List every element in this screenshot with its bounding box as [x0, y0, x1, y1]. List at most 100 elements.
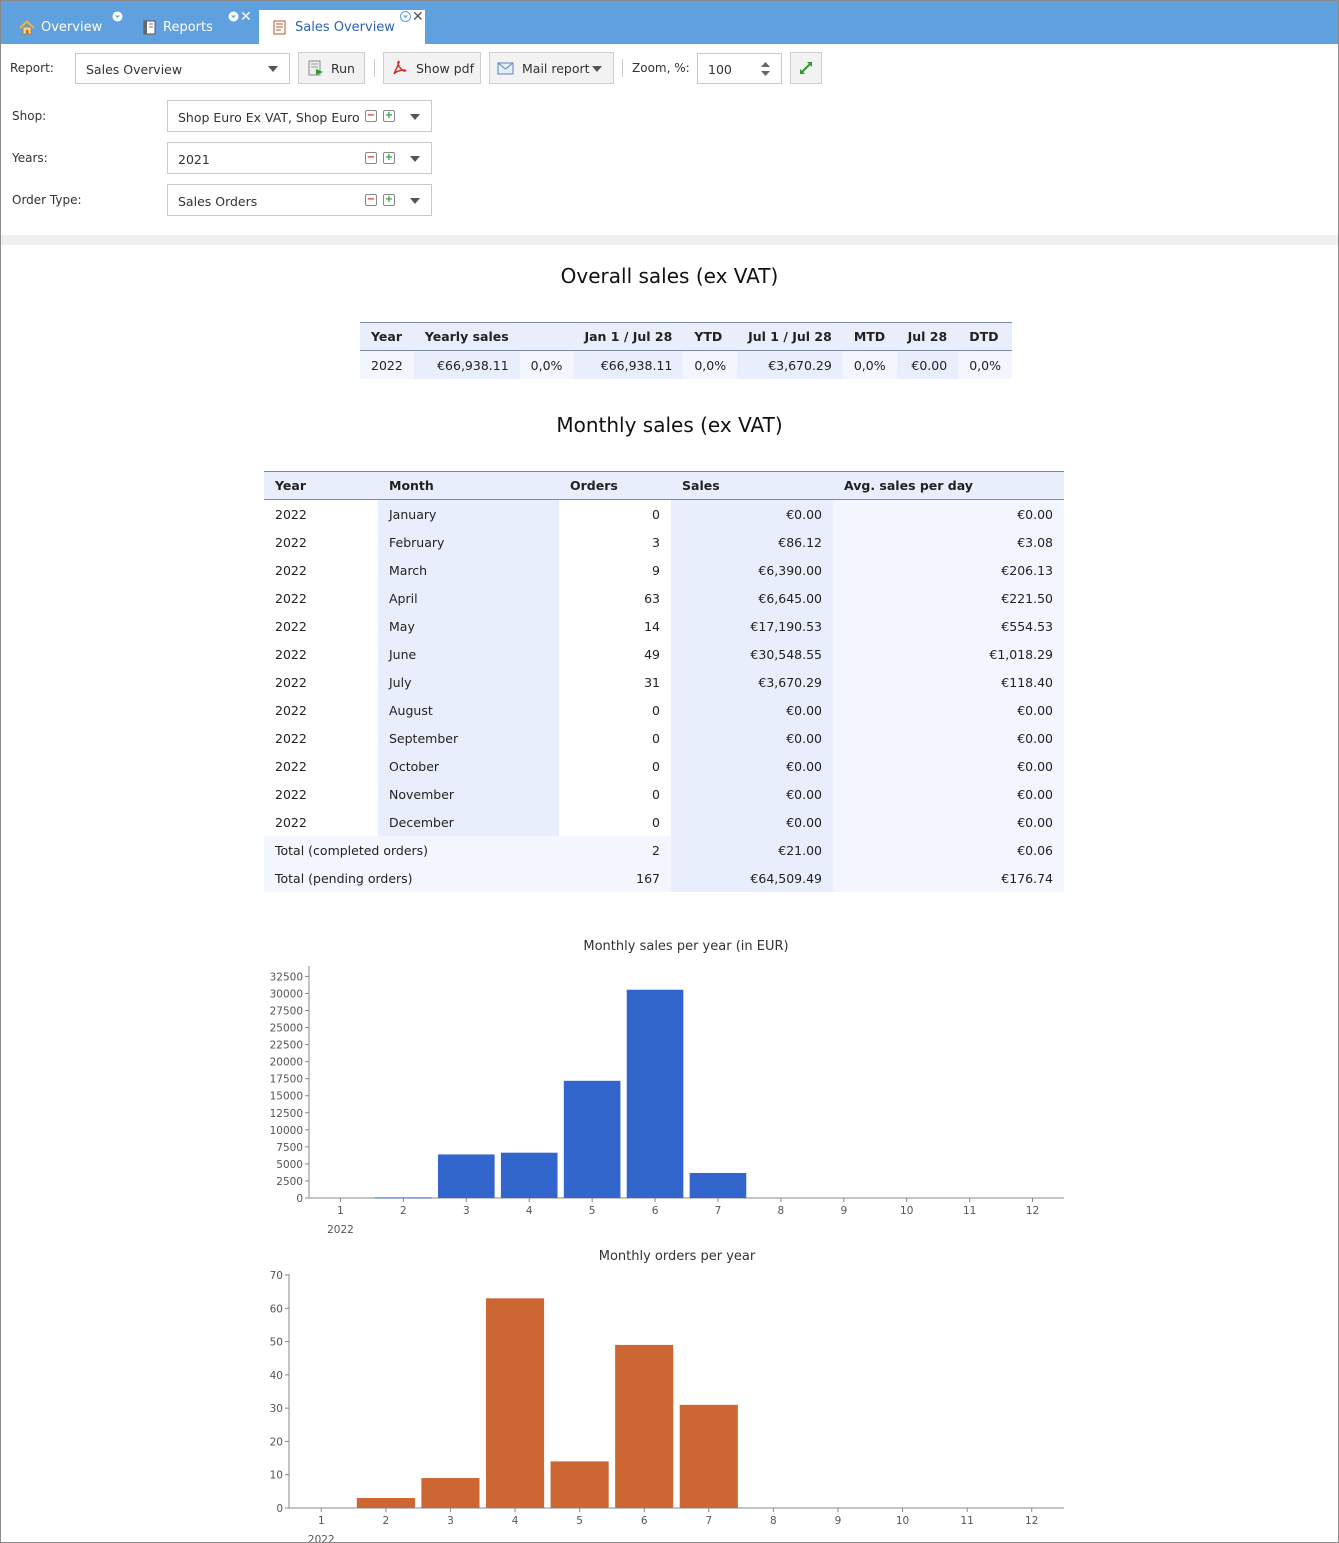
x-tick-label: 2 — [400, 1205, 407, 1217]
y-tick-label: 10 — [270, 1470, 283, 1482]
bar — [500, 1152, 558, 1198]
x-tick-label: 11 — [960, 1515, 973, 1527]
x-tick-label: 7 — [715, 1205, 722, 1217]
y-tick-label: 22500 — [270, 1040, 303, 1052]
x-tick-label: 9 — [840, 1205, 847, 1217]
y-tick-label: 17500 — [270, 1074, 303, 1086]
x-tick-label: 12 — [1025, 1515, 1038, 1527]
x-tick-label: 5 — [576, 1515, 583, 1527]
x-group-label: 2022 — [308, 1534, 335, 1542]
tab-sales-overview-menu-icon[interactable] — [400, 11, 411, 25]
x-tick-label: 11 — [963, 1205, 976, 1217]
table-row: 2022 January 0 €0.00 €0.00 — [264, 499, 1064, 528]
add-icon[interactable]: + — [383, 110, 395, 122]
y-tick-label: 7500 — [276, 1142, 303, 1154]
expand-icon — [800, 62, 812, 74]
table-row: 2022 August 0 €0.00 €0.00 — [264, 696, 1064, 724]
spinner-arrows-icon[interactable] — [760, 60, 771, 78]
shop-select[interactable]: Shop Euro Ex VAT, Shop Euro − + — [167, 100, 432, 132]
table-header-row: Year Month Orders Sales Avg. sales per d… — [264, 471, 1064, 500]
table-row: 2022 May 14 €17,190.53 €554.53 — [264, 612, 1064, 640]
zoom-stepper[interactable]: 100 — [697, 53, 782, 84]
bar — [421, 1478, 480, 1508]
x-tick-label: 7 — [705, 1515, 712, 1527]
y-tick-label: 0 — [296, 1193, 303, 1205]
chevron-down-icon[interactable] — [410, 156, 420, 162]
chevron-down-icon — [268, 66, 278, 72]
bar — [563, 1080, 621, 1198]
x-tick-label: 6 — [652, 1205, 659, 1217]
run-icon — [308, 60, 323, 76]
table-row: 2022 September 0 €0.00 €0.00 — [264, 724, 1064, 752]
table-header-row: Year Yearly sales Jan 1 / Jul 28 YTD Jul… — [360, 322, 1012, 351]
tab-bar: Overview Reports ✕ Sales Overview ✕ — [1, 1, 1338, 45]
bar — [437, 1154, 495, 1198]
x-tick-label: 12 — [1026, 1205, 1039, 1217]
shop-label: Shop: — [12, 109, 47, 123]
remove-icon[interactable]: − — [365, 110, 377, 122]
y-tick-label: 5000 — [276, 1159, 303, 1171]
table-row: 2022 March 9 €6,390.00 €206.13 — [264, 556, 1064, 584]
y-tick-label: 60 — [270, 1303, 283, 1315]
x-tick-label: 1 — [318, 1515, 325, 1527]
y-tick-label: 25000 — [270, 1023, 303, 1035]
orders-chart-title: Monthly orders per year — [598, 1249, 756, 1264]
y-tick-label: 50 — [270, 1337, 283, 1349]
mail-icon — [497, 62, 514, 74]
mail-report-button[interactable]: Mail report — [489, 52, 614, 84]
x-tick-label: 10 — [900, 1205, 913, 1217]
y-tick-label: 15000 — [270, 1091, 303, 1103]
add-icon[interactable]: + — [383, 194, 395, 206]
chevron-down-icon[interactable] — [410, 198, 420, 204]
bar — [626, 989, 684, 1198]
add-icon[interactable]: + — [383, 152, 395, 164]
tab-overview-menu-icon[interactable] — [112, 11, 123, 25]
table-row: 2022 June 49 €30,548.55 €1,018.29 — [264, 640, 1064, 668]
x-tick-label: 3 — [447, 1515, 454, 1527]
x-tick-label: 6 — [641, 1515, 648, 1527]
y-tick-label: 12500 — [270, 1108, 303, 1120]
table-row: 2022 €66,938.11 0,0% €66,938.11 0,0% €3,… — [360, 350, 1012, 379]
show-pdf-button[interactable]: Show pdf — [383, 52, 481, 84]
remove-icon[interactable]: − — [365, 194, 377, 206]
y-tick-label: 20000 — [270, 1057, 303, 1069]
table-row: 2022 October 0 €0.00 €0.00 — [264, 752, 1064, 780]
chevron-down-icon[interactable] — [410, 114, 420, 120]
overall-sales-title: Overall sales (ex VAT) — [560, 264, 779, 288]
monthly-sales-title: Monthly sales (ex VAT) — [556, 413, 783, 437]
y-tick-label: 40 — [270, 1370, 283, 1382]
fullscreen-button[interactable] — [790, 52, 822, 84]
tab-sales-overview-close-icon[interactable]: ✕ — [412, 9, 424, 25]
y-tick-label: 32500 — [270, 971, 303, 983]
monthly-sales-table: Year Month Orders Sales Avg. sales per d… — [264, 471, 1064, 892]
y-tick-label: 30 — [270, 1403, 283, 1415]
pdf-icon — [393, 60, 407, 75]
report-select[interactable]: Sales Overview — [75, 53, 290, 84]
home-icon — [19, 19, 35, 34]
report-icon — [273, 20, 286, 35]
tab-overview[interactable]: Overview — [19, 10, 102, 44]
years-label: Years: — [12, 151, 48, 165]
toolbar-divider — [374, 59, 375, 77]
toolbar-divider — [622, 59, 623, 77]
bar — [679, 1404, 738, 1508]
order-type-select[interactable]: Sales Orders − + — [167, 184, 432, 216]
report-divider — [1, 235, 1338, 245]
table-row: 2022 December 0 €0.00 €0.00 — [264, 808, 1064, 836]
bar — [375, 1197, 432, 1199]
x-tick-label: 4 — [526, 1205, 533, 1217]
run-button[interactable]: Run — [298, 52, 365, 84]
table-row: 2022 February 3 €86.12 €3.08 — [264, 528, 1064, 556]
remove-icon[interactable]: − — [365, 152, 377, 164]
total-row: Total (completed orders) 2 €21.00 €0.06 — [264, 836, 1064, 864]
tab-sales-overview[interactable]: Sales Overview — [259, 10, 425, 45]
x-tick-label: 1 — [337, 1205, 344, 1217]
bar — [550, 1461, 609, 1508]
tab-reports[interactable]: Reports — [142, 10, 213, 44]
x-tick-label: 10 — [896, 1515, 909, 1527]
x-group-label: 2022 — [327, 1224, 354, 1236]
tab-reports-close-icon[interactable]: ✕ — [240, 9, 252, 25]
years-select[interactable]: 2021 − + — [167, 142, 432, 174]
tab-reports-menu-icon[interactable] — [228, 11, 239, 25]
